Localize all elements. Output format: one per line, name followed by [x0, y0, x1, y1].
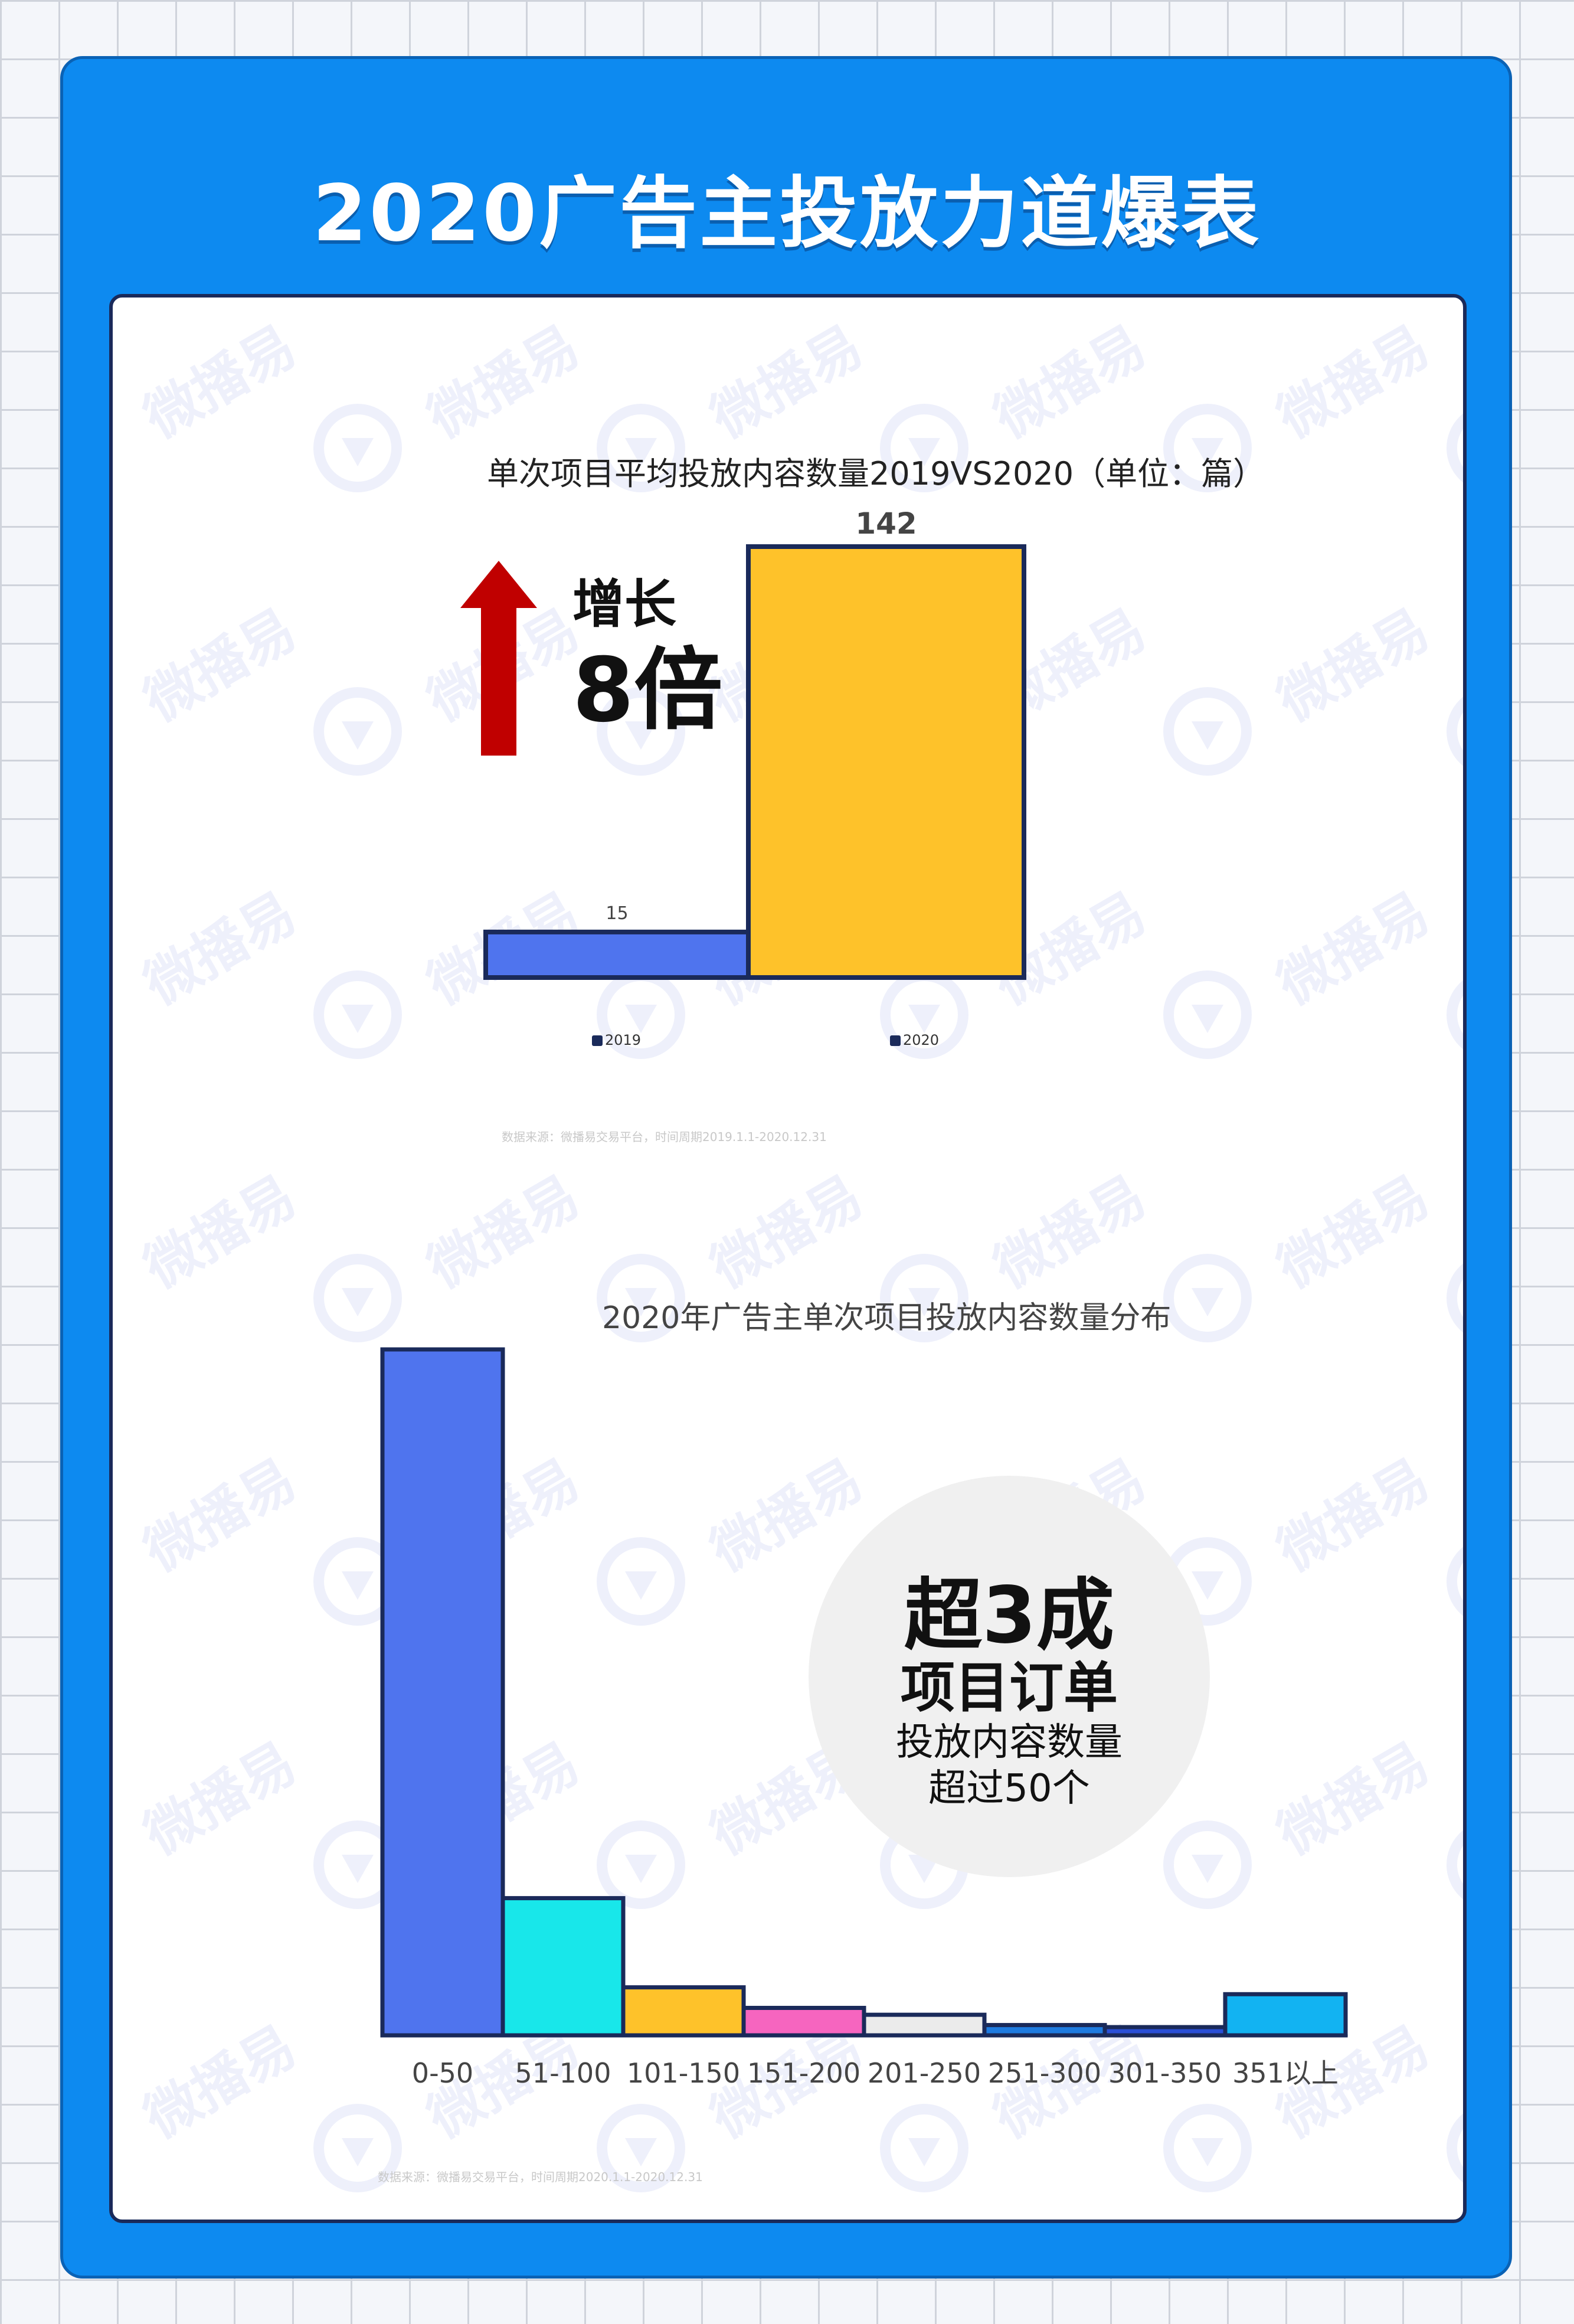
bubble-text-2: 超过50个 [928, 1767, 1090, 1810]
chart1-source: 数据来源：微播易交易平台，时间周期2019.1.1-2020.12.31 [502, 1130, 827, 1144]
chart2-tick-label-51-100: 51-100 [515, 2057, 611, 2089]
legend-item-2019: 2019 [592, 1032, 641, 1048]
chart2-tick-label-301-350: 301-350 [1108, 2057, 1222, 2089]
chart2-bar-351以上 [1223, 1992, 1348, 2038]
legend-item-2020: 2020 [890, 1032, 939, 1048]
chart2-bar-301-350 [1102, 2025, 1228, 2038]
chart2-bar-201-250 [862, 2012, 987, 2038]
growth-value: 8倍 [572, 639, 723, 742]
bubble-subheadline: 项目订单 [900, 1656, 1118, 1720]
up-arrow-icon [460, 561, 537, 756]
chart2-bar-51-100 [500, 1896, 626, 2038]
chart1-bar-2020 [746, 544, 1026, 980]
chart2-bar-251-300 [982, 2023, 1107, 2038]
chart1-value-label-2019: 15 [606, 903, 628, 924]
chart2-source: 数据来源：微播易交易平台，时间周期2020.1.1-2020.12.31 [378, 2170, 703, 2184]
chart2-tick-label-0-50: 0-50 [412, 2057, 473, 2089]
chart2-bar-151-200 [741, 2006, 866, 2038]
chart1-value-label-2020: 142 [855, 506, 917, 541]
legend-swatch-2019 [592, 1035, 603, 1046]
bubble-text-1: 投放内容数量 [896, 1721, 1123, 1764]
chart2-title: 2020年广告主单次项目投放内容数量分布 [602, 1300, 1171, 1336]
growth-label: 增长 [572, 574, 677, 635]
chart1-title: 单次项目平均投放内容数量2019VS2020（单位：篇） [487, 455, 1265, 492]
bubble-headline: 超3成 [904, 1570, 1114, 1661]
chart2-bar-0-50 [380, 1347, 505, 2038]
chart2-tick-label-251-300: 251-300 [988, 2057, 1101, 2089]
chart2-tick-label-351以上: 351以上 [1232, 2057, 1339, 2089]
legend-label-2019: 2019 [605, 1032, 642, 1048]
chart2-tick-label-151-200: 151-200 [747, 2057, 860, 2089]
page-title: 2020广告主投放力道爆表 [312, 168, 1262, 259]
legend-swatch-2020 [890, 1035, 901, 1046]
chart2-tick-label-101-150: 101-150 [627, 2057, 740, 2089]
chart2-tick-label-201-250: 201-250 [868, 2057, 981, 2089]
chart1-bar-2019 [483, 929, 751, 980]
highlight-bubble: 超3成 项目订单 投放内容数量 超过50个 [809, 1476, 1210, 1877]
chart2-bar-101-150 [621, 1985, 746, 2038]
legend-label-2020: 2020 [903, 1032, 940, 1048]
